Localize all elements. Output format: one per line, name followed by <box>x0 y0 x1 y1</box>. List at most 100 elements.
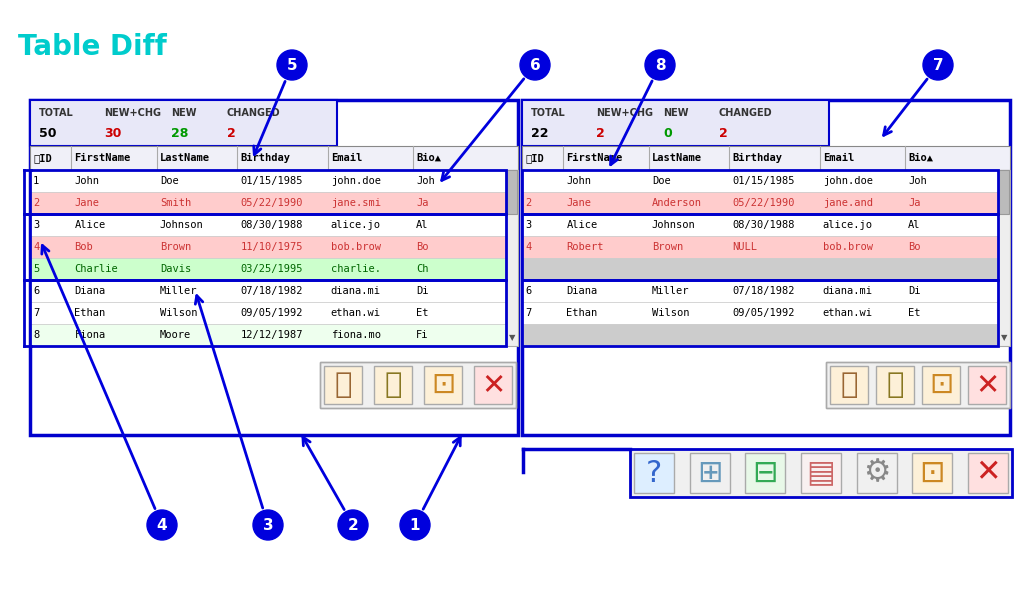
Text: Miller: Miller <box>652 286 690 296</box>
Text: NULL: NULL <box>733 242 757 252</box>
Text: 📄: 📄 <box>334 371 352 399</box>
Text: Ja: Ja <box>909 198 921 208</box>
Text: fiona.mo: fiona.mo <box>331 330 380 340</box>
Circle shape <box>338 510 368 540</box>
Bar <box>522 324 998 346</box>
Text: 05/22/1990: 05/22/1990 <box>240 198 303 208</box>
Bar <box>690 453 730 493</box>
Text: Joh: Joh <box>416 176 434 186</box>
Text: Bo: Bo <box>909 242 921 252</box>
Text: ⊟: ⊟ <box>752 458 778 487</box>
Bar <box>968 453 1008 493</box>
Text: Johnson: Johnson <box>652 220 696 230</box>
Bar <box>30 302 506 324</box>
Text: bob.brow: bob.brow <box>823 242 873 252</box>
Bar <box>30 100 337 146</box>
Bar <box>30 324 506 346</box>
Text: Brown: Brown <box>159 242 191 252</box>
Bar <box>522 280 998 302</box>
Text: 3: 3 <box>525 220 531 230</box>
Text: Birthday: Birthday <box>733 153 783 163</box>
Bar <box>474 366 512 404</box>
Bar <box>30 146 518 170</box>
Text: Table Diff: Table Diff <box>18 33 167 61</box>
Text: john.doe: john.doe <box>331 176 380 186</box>
Bar <box>522 100 1010 435</box>
Circle shape <box>923 50 953 80</box>
Text: Miller: Miller <box>159 286 197 296</box>
Text: Moore: Moore <box>159 330 191 340</box>
Circle shape <box>147 510 177 540</box>
Text: Al: Al <box>909 220 921 230</box>
Bar <box>745 453 785 493</box>
Bar <box>30 100 518 435</box>
Text: NEW+CHG: NEW+CHG <box>104 108 160 118</box>
Text: Doe: Doe <box>159 176 179 186</box>
Text: Bob: Bob <box>75 242 93 252</box>
Text: Email: Email <box>823 153 854 163</box>
Text: Doe: Doe <box>652 176 670 186</box>
Text: NEW: NEW <box>172 108 197 118</box>
Text: Bo: Bo <box>416 242 428 252</box>
Text: ✕: ✕ <box>975 458 1001 487</box>
Bar <box>630 449 1012 497</box>
Bar <box>522 236 998 258</box>
Text: 📋: 📋 <box>384 371 402 399</box>
Bar <box>30 170 506 214</box>
Text: Al: Al <box>416 220 428 230</box>
Text: 0: 0 <box>663 127 672 140</box>
Bar <box>856 453 896 493</box>
Text: 8: 8 <box>33 330 39 340</box>
Circle shape <box>253 510 283 540</box>
Text: LastName: LastName <box>652 153 702 163</box>
Text: 2: 2 <box>525 198 531 208</box>
Text: ⊡: ⊡ <box>431 371 455 399</box>
Bar <box>320 362 516 408</box>
Text: ⊡: ⊡ <box>920 458 945 487</box>
Circle shape <box>277 50 307 80</box>
Bar <box>998 170 1010 346</box>
Bar <box>507 170 517 214</box>
Bar <box>522 146 1010 170</box>
Text: Birthday: Birthday <box>240 153 290 163</box>
Text: Email: Email <box>331 153 362 163</box>
Circle shape <box>645 50 675 80</box>
Text: FirstName: FirstName <box>566 153 622 163</box>
Text: Robert: Robert <box>566 242 604 252</box>
Text: Et: Et <box>909 308 921 318</box>
Text: Ch: Ch <box>416 264 428 274</box>
Text: 07/18/1982: 07/18/1982 <box>733 286 795 296</box>
Text: ethan.wi: ethan.wi <box>331 308 380 318</box>
Text: NEW: NEW <box>663 108 689 118</box>
Text: diana.mi: diana.mi <box>823 286 873 296</box>
Text: Smith: Smith <box>159 198 191 208</box>
Text: 6: 6 <box>33 286 39 296</box>
Text: 2: 2 <box>33 198 39 208</box>
Bar <box>522 192 998 214</box>
Text: 28: 28 <box>172 127 189 140</box>
Text: 5: 5 <box>287 57 297 73</box>
Bar <box>522 258 998 280</box>
Bar <box>522 280 998 346</box>
Text: TOTAL: TOTAL <box>531 108 566 118</box>
Text: ▼: ▼ <box>509 333 515 342</box>
Bar <box>424 366 462 404</box>
Text: Diana: Diana <box>75 286 105 296</box>
Bar <box>522 214 998 236</box>
Bar <box>522 170 998 214</box>
Text: Davis: Davis <box>159 264 191 274</box>
Text: TOTAL: TOTAL <box>39 108 74 118</box>
Bar <box>876 366 914 404</box>
Bar <box>522 302 998 324</box>
Bar <box>634 453 673 493</box>
Text: Jane: Jane <box>566 198 592 208</box>
Bar <box>922 366 960 404</box>
Text: Alice: Alice <box>566 220 598 230</box>
Text: 4: 4 <box>33 242 39 252</box>
Bar <box>801 453 841 493</box>
Circle shape <box>400 510 430 540</box>
Text: 6: 6 <box>529 57 541 73</box>
Text: 01/15/1985: 01/15/1985 <box>240 176 303 186</box>
Bar <box>522 100 830 146</box>
Bar <box>30 192 506 214</box>
